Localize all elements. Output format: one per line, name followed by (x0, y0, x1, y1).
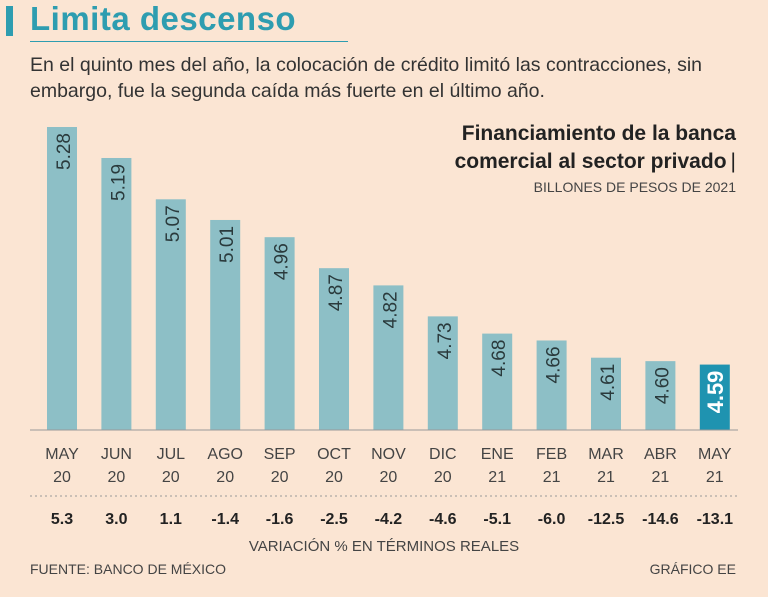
variation-value: -6.0 (538, 511, 566, 528)
x-tick-label-month: MAR (588, 446, 624, 463)
bar (645, 361, 676, 430)
bar (373, 285, 404, 430)
x-tick-label-year: 21 (597, 469, 615, 486)
chart-title: Financiamiento de la banca comercial al … (455, 120, 736, 176)
x-tick-label-year: 20 (216, 469, 234, 486)
page-title: Limita descenso (30, 0, 297, 37)
title-underline (30, 41, 348, 42)
x-tick-label-month: ABR (644, 446, 677, 463)
graphic-credit: GRÁFICO EE (649, 561, 736, 577)
variation-value: -12.5 (588, 511, 625, 528)
x-tick-label-year: 20 (380, 469, 398, 486)
bar (699, 364, 730, 430)
source-note: FUENTE: BANCO DE MÉXICO (30, 561, 227, 577)
bar (482, 333, 513, 430)
chart-title-line-1: Financiamiento de la banca (461, 122, 736, 145)
bar-value-label: 4.96 (272, 243, 293, 280)
bar-value-label: 4.61 (598, 364, 619, 401)
bar-value-label: 4.59 (703, 371, 728, 414)
bar-value-label: 5.07 (163, 205, 184, 242)
bar-value-label: 5.19 (108, 164, 129, 201)
x-tick-label-month: JUL (157, 446, 186, 463)
bar-value-label: 5.01 (217, 226, 238, 263)
x-tick-label-month: FEB (536, 446, 567, 463)
chart-title-line-2-text: comercial al sector privado (454, 150, 727, 173)
x-tick-label-month: OCT (317, 446, 351, 463)
bar (264, 237, 295, 430)
bar-value-label: 4.66 (544, 346, 565, 383)
variation-value: -1.6 (266, 511, 294, 528)
variation-value: 5.3 (51, 511, 73, 528)
x-tick-label-month: NOV (371, 446, 406, 463)
chart-units: BILLONES DE PESOS DE 2021 (533, 179, 736, 195)
x-tick-label-year: 21 (706, 469, 724, 486)
bar (155, 199, 186, 430)
variation-label: VARIACIÓN % EN TÉRMINOS REALES (248, 538, 520, 555)
bar-value-label: 4.82 (380, 291, 401, 328)
x-tick-label-year: 21 (488, 469, 506, 486)
x-tick-label-month: AGO (207, 446, 243, 463)
x-tick-label-month: MAY (45, 446, 79, 463)
variation-value: -4.6 (429, 511, 457, 528)
x-tick-label-month: DIC (429, 446, 457, 463)
variation-value: -5.1 (483, 511, 511, 528)
x-tick-label-year: 20 (325, 469, 343, 486)
bar-value-label: 5.28 (54, 133, 75, 170)
x-tick-label-year: 20 (162, 469, 180, 486)
chart-title-separator: | (730, 150, 736, 173)
x-tick-label-month: JUN (101, 446, 132, 463)
variation-value: -13.1 (697, 511, 734, 528)
variation-value: -1.4 (211, 511, 239, 528)
bar (319, 268, 349, 430)
bar-value-label: 4.87 (326, 274, 347, 311)
x-tick-label-month: ENE (481, 446, 514, 463)
variation-value: 1.1 (160, 511, 182, 528)
page-subtitle: En el quinto mes del año, la colocación … (30, 54, 703, 102)
bar (427, 316, 458, 430)
x-tick-label-year: 20 (271, 469, 289, 486)
bar-value-label: 4.68 (489, 340, 510, 377)
bar (47, 127, 77, 430)
variation-value: -14.6 (642, 511, 679, 528)
bar (591, 357, 621, 430)
bar (210, 219, 241, 430)
x-tick-label-month: SEP (264, 446, 296, 463)
bar (101, 157, 132, 430)
bar-value-label: 4.60 (652, 367, 673, 404)
x-tick-label-year: 20 (53, 469, 71, 486)
variation-value: -4.2 (375, 511, 403, 528)
variation-value: -2.5 (320, 511, 348, 528)
bar (536, 340, 567, 430)
variation-value: 3.0 (105, 511, 127, 528)
x-tick-label-year: 21 (652, 469, 670, 486)
x-tick-label-year: 20 (108, 469, 126, 486)
title-accent-bar (6, 6, 13, 36)
x-tick-label-year: 20 (434, 469, 452, 486)
x-tick-label-month: MAY (698, 446, 732, 463)
bar-value-label: 4.73 (435, 322, 456, 359)
x-tick-label-year: 21 (543, 469, 561, 486)
chart-title-line-2: comercial al sector privado | (455, 148, 736, 176)
